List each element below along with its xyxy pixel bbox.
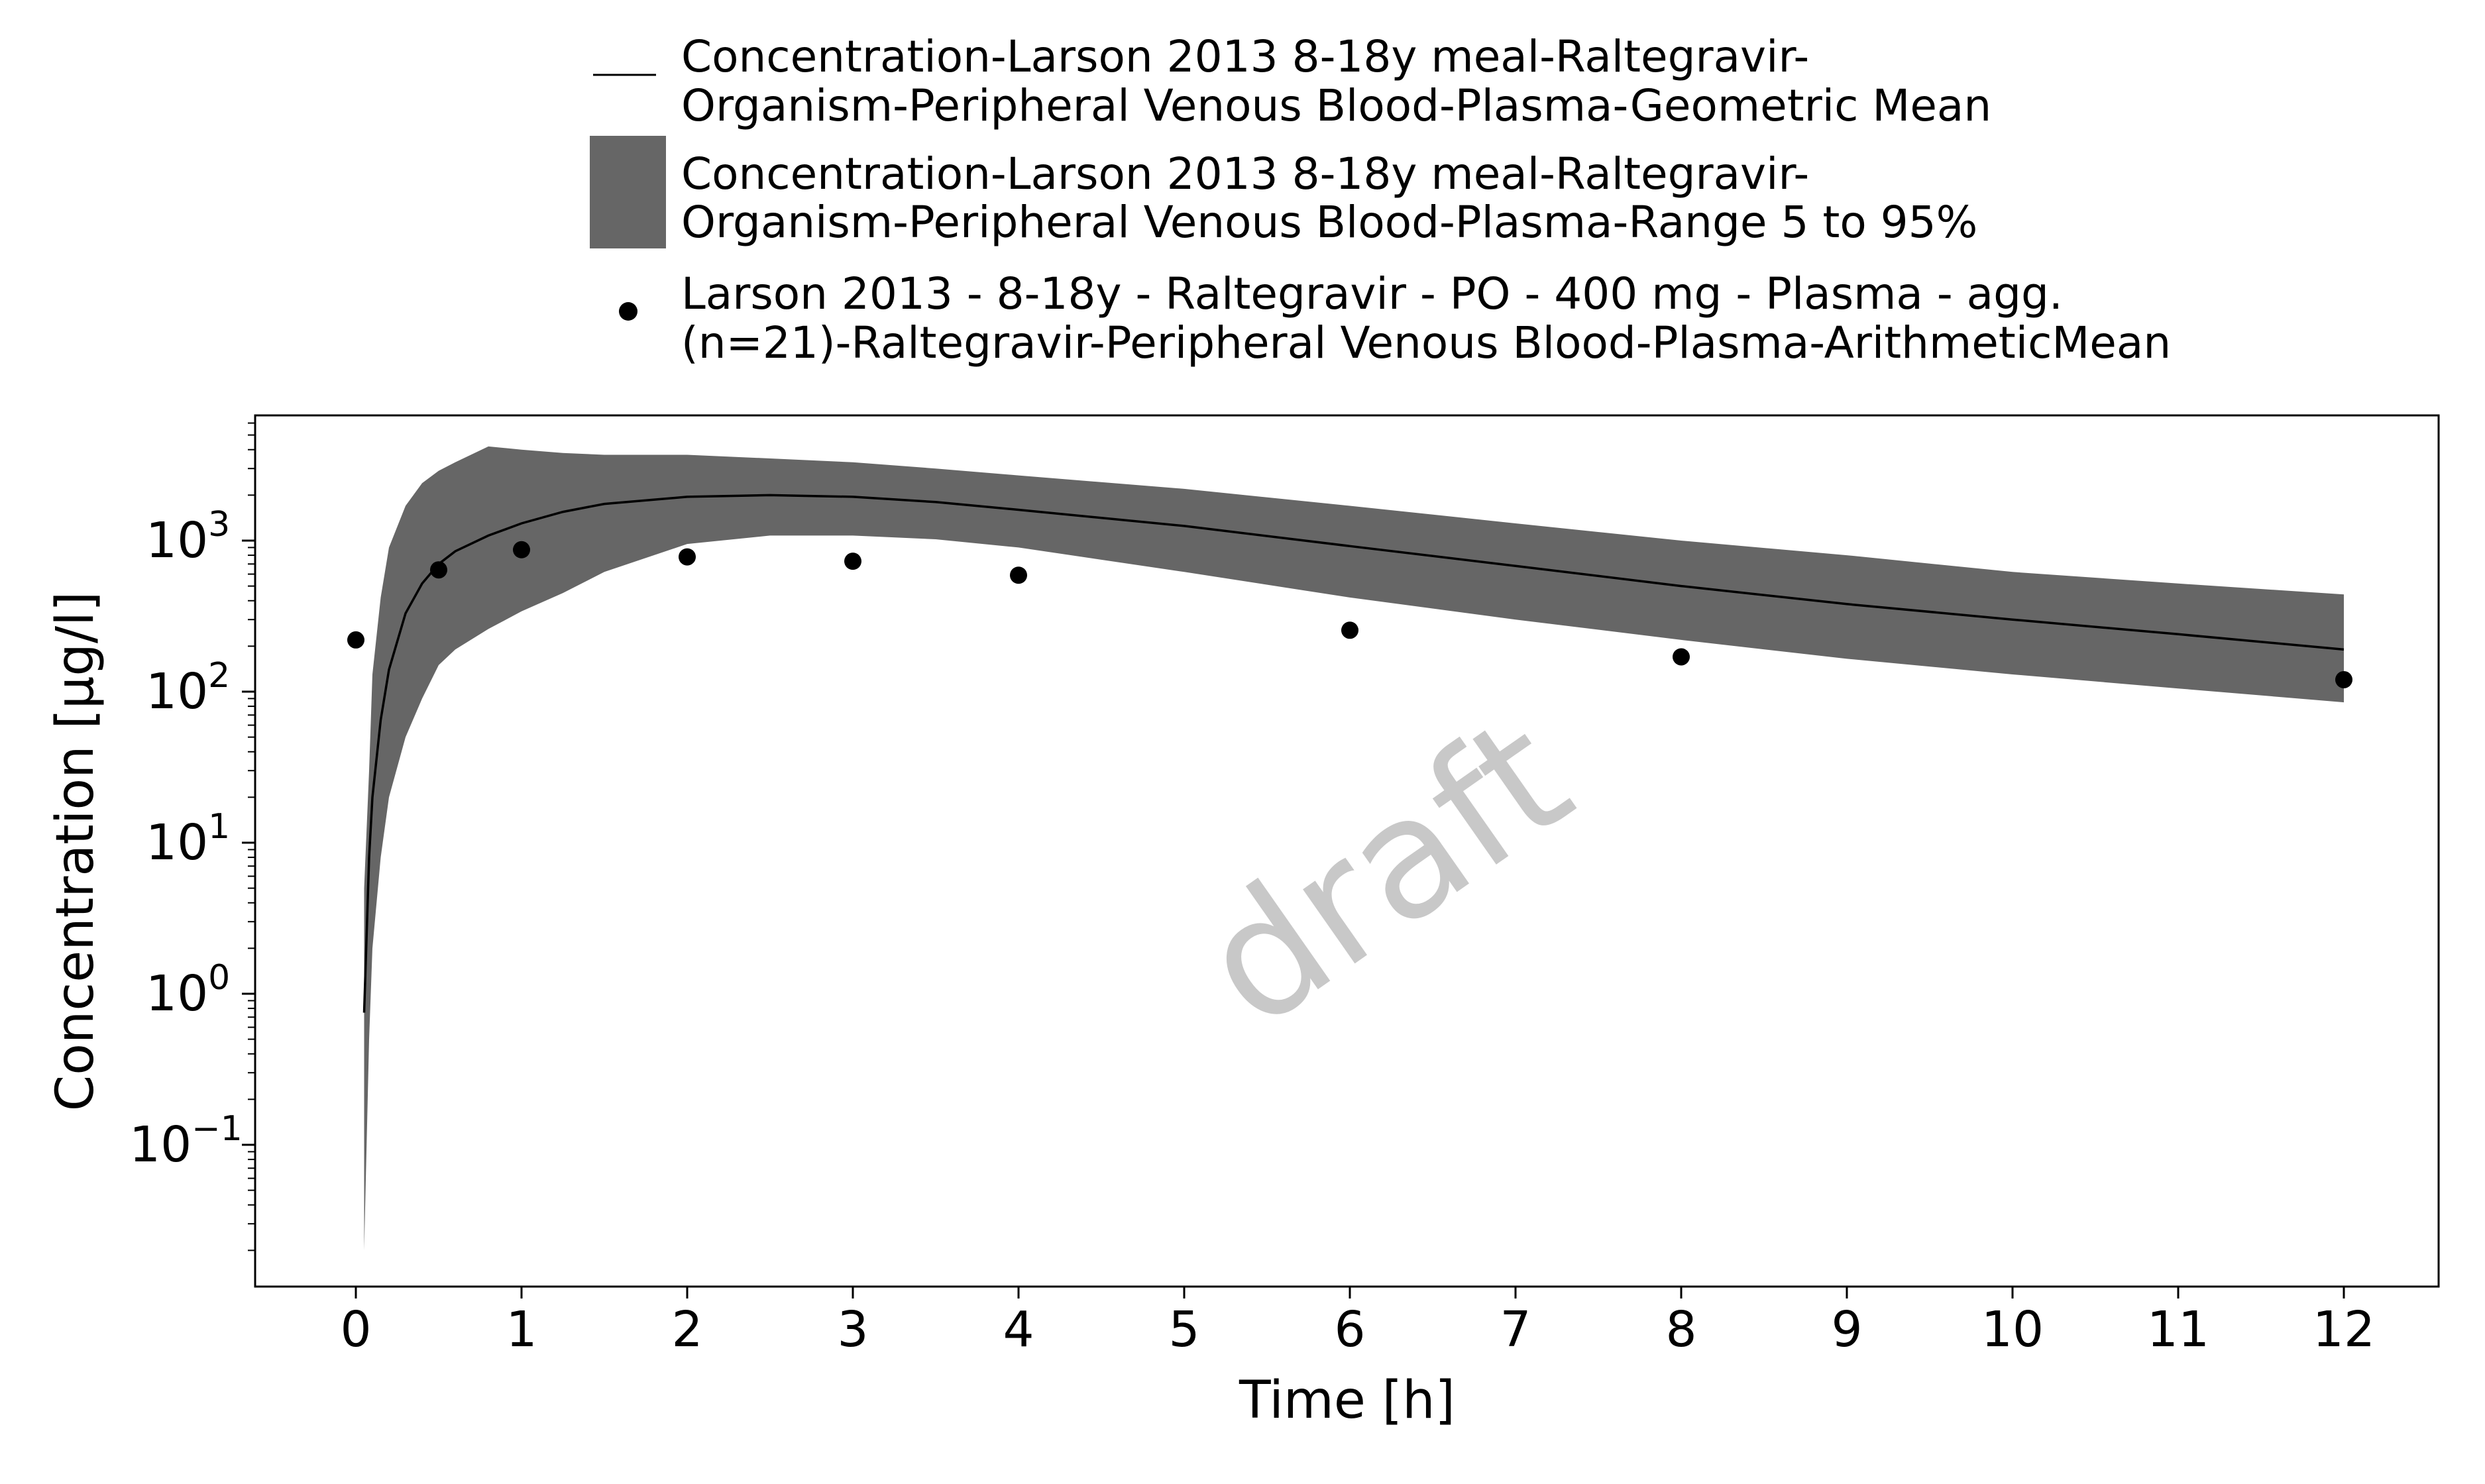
x-tick-label: 7: [1500, 1301, 1531, 1358]
legend-label-observed-2: (n=21)-Raltegravir-Peripheral Venous Blo…: [681, 317, 2171, 368]
x-axis-label: Time [h]: [1239, 1371, 1455, 1430]
observed-point: [430, 561, 447, 579]
x-tick-label: 0: [340, 1301, 371, 1358]
observed-point: [2335, 670, 2352, 688]
observed-point: [1673, 648, 1690, 666]
x-tick-label: 6: [1334, 1301, 1365, 1358]
observed-point: [1010, 566, 1027, 584]
x-tick-label: 8: [1665, 1301, 1696, 1358]
observed-points: [347, 541, 2352, 688]
legend: Concentration-Larson 2013 8-18y meal-Ral…: [590, 31, 2171, 368]
x-tick-label: 9: [1831, 1301, 1862, 1358]
x-tick-label: 1: [506, 1301, 537, 1358]
range-band: [364, 446, 2344, 1251]
x-tick-label: 12: [2313, 1301, 2375, 1358]
observed-point: [347, 631, 364, 649]
y-tick-label: 10−1: [129, 1109, 243, 1173]
watermark: draft: [1168, 680, 1602, 1064]
x-tick-label: 10: [1981, 1301, 2044, 1358]
x-tick-label: 5: [1168, 1301, 1199, 1358]
plot-frame: [254, 414, 2440, 1288]
legend-point-swatch: [619, 302, 637, 321]
legend-label-range-2: Organism-Peripheral Venous Blood-Plasma-…: [681, 197, 1977, 248]
x-axis: 0 1 2 3 4 5 6 7 8 9 10 11 12: [340, 1287, 2375, 1358]
x-tick-label: 4: [1003, 1301, 1034, 1358]
x-tick-label: 2: [671, 1301, 702, 1358]
observed-point: [513, 541, 530, 558]
plot-area: draft: [254, 414, 2440, 1288]
geomean-line: [362, 494, 2345, 1013]
legend-label-geomean-2: Organism-Peripheral Venous Blood-Plasma-…: [681, 80, 1991, 131]
x-tick-label: 11: [2147, 1301, 2209, 1358]
observed-point: [679, 548, 696, 566]
legend-label-range-1: Concentration-Larson 2013 8-18y meal-Ral…: [681, 148, 1809, 199]
observed-point: [1341, 621, 1358, 639]
y-axis-label: Concentration [µg/l]: [46, 592, 105, 1112]
y-axis: 10−1 100 101 102 103: [129, 422, 255, 1251]
y-tick-label: 102: [146, 656, 230, 720]
observed-point: [844, 553, 861, 570]
y-tick-label: 103: [146, 505, 230, 569]
legend-label-observed-1: Larson 2013 - 8-18y - Raltegravir - PO -…: [681, 268, 2063, 319]
y-tick-label: 101: [146, 807, 230, 871]
y-tick-label: 100: [146, 958, 230, 1022]
legend-band-swatch: [590, 136, 666, 248]
legend-label-geomean-1: Concentration-Larson 2013 8-18y meal-Ral…: [681, 31, 1809, 82]
x-tick-label: 3: [837, 1301, 868, 1358]
